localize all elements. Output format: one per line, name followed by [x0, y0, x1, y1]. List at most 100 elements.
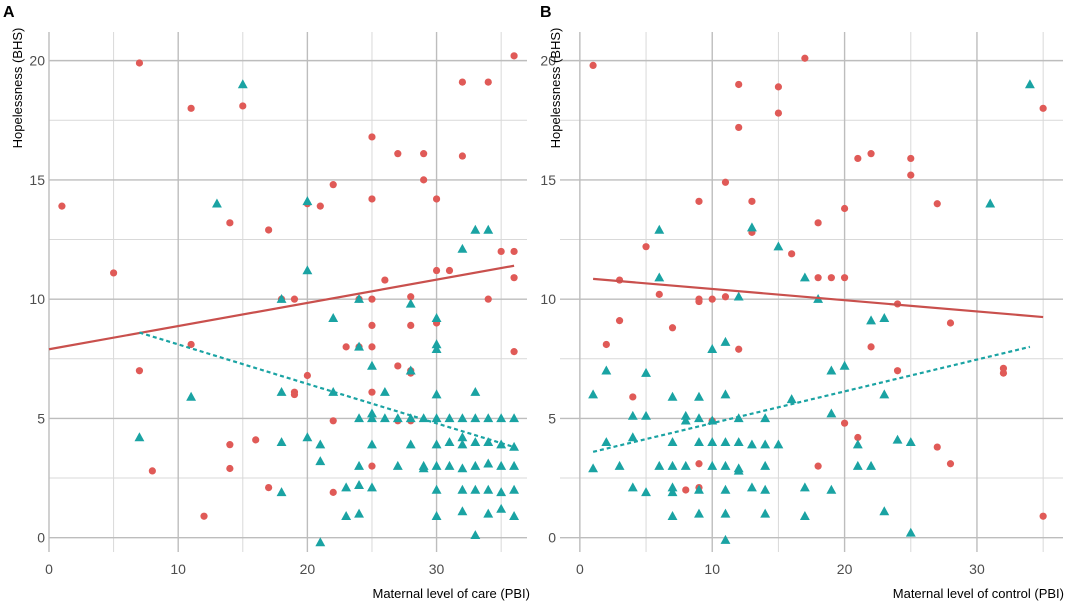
- data-point-red: [1039, 512, 1047, 520]
- data-point-teal: [354, 413, 364, 423]
- data-point-red: [774, 109, 783, 117]
- data-point-teal: [483, 508, 494, 518]
- data-point-red: [867, 150, 875, 158]
- data-point-teal: [276, 293, 287, 303]
- y-tick-label: 0: [37, 530, 45, 546]
- data-point-teal: [667, 482, 678, 492]
- x-tick-label: 0: [45, 561, 53, 577]
- data-point-red: [827, 274, 835, 282]
- data-point-teal: [186, 391, 197, 401]
- data-point-teal: [457, 439, 468, 449]
- data-point-red: [695, 460, 703, 468]
- data-point-teal: [418, 413, 429, 423]
- data-point-red: [668, 324, 677, 332]
- x-tick-label: 0: [576, 561, 584, 577]
- data-point-teal: [760, 508, 771, 518]
- panel-label-b: B: [540, 4, 552, 21]
- data-point-red: [840, 204, 849, 213]
- grid-a: [48, 32, 527, 552]
- data-point-teal: [367, 408, 377, 418]
- data-point-teal: [720, 389, 731, 399]
- data-point-red: [290, 390, 299, 399]
- data-point-red: [407, 293, 415, 301]
- data-point-teal: [720, 460, 731, 470]
- data-point-teal: [431, 339, 442, 349]
- panel-a: A 0 10 20 30 0 5 10 15 20 Maternal level of car…: [3, 4, 530, 601]
- data-point-teal: [405, 439, 416, 449]
- data-point-red: [814, 274, 822, 282]
- data-point-teal: [601, 437, 612, 447]
- y-axis-title-b: Hopelessness (BHS): [548, 28, 563, 149]
- data-point-red: [432, 266, 441, 275]
- data-point-teal: [707, 344, 718, 353]
- y-tick-label: 15: [29, 172, 45, 188]
- data-point-red: [933, 200, 941, 208]
- data-point-teal: [341, 482, 352, 492]
- data-point-teal: [627, 482, 638, 492]
- data-point-teal: [276, 487, 287, 497]
- data-point-red: [735, 123, 743, 132]
- data-point-red: [510, 247, 518, 256]
- data-point-teal: [354, 508, 364, 518]
- data-point-teal: [892, 434, 903, 444]
- data-point-red: [303, 371, 311, 380]
- data-point-teal: [354, 341, 364, 351]
- panel-label-a: A: [3, 4, 15, 21]
- data-point-red: [867, 343, 875, 351]
- data-point-teal: [405, 365, 416, 375]
- data-point-teal: [470, 437, 481, 447]
- data-point-red: [368, 462, 376, 470]
- data-point-red: [226, 441, 234, 449]
- data-point-teal: [134, 432, 145, 442]
- data-point-teal: [483, 224, 494, 234]
- data-point-red: [368, 321, 376, 329]
- data-point-red: [629, 393, 637, 401]
- data-point-teal: [276, 437, 287, 447]
- y-axis-title-a: Hopelessness (BHS): [10, 28, 25, 149]
- data-point-red: [407, 321, 415, 329]
- red-fit-line: [592, 277, 1044, 319]
- data-point-red: [329, 417, 337, 425]
- data-point-teal: [457, 413, 468, 423]
- data-point-teal: [444, 460, 455, 470]
- data-point-teal: [470, 484, 481, 494]
- data-point-red: [432, 195, 441, 203]
- data-point-teal: [444, 437, 455, 447]
- data-point-teal: [457, 432, 468, 442]
- data-point-teal: [496, 460, 507, 470]
- data-point-red: [226, 219, 234, 227]
- data-point-teal: [680, 410, 691, 420]
- data-point-teal: [746, 482, 757, 492]
- data-point-teal: [431, 344, 442, 353]
- data-point-teal: [392, 460, 403, 470]
- panel-b: B 0 10 20 30 0 5 10 15 20 Maternal level of con…: [540, 4, 1064, 601]
- data-point-teal: [866, 315, 877, 325]
- data-point-teal: [276, 386, 287, 396]
- data-point-teal: [379, 386, 390, 396]
- data-point-teal: [667, 437, 678, 447]
- data-point-teal: [601, 365, 612, 375]
- data-point-teal: [760, 460, 771, 470]
- data-point-red: [252, 436, 260, 444]
- data-point-teal: [654, 224, 665, 234]
- data-point-teal: [509, 460, 520, 470]
- data-point-teal: [746, 222, 757, 232]
- data-point-teal: [431, 439, 442, 449]
- data-point-red: [445, 266, 454, 275]
- data-point-teal: [720, 484, 731, 494]
- data-point-teal: [496, 413, 507, 423]
- data-point-teal: [627, 410, 638, 420]
- data-point-teal: [496, 503, 507, 513]
- data-point-red: [589, 61, 597, 69]
- data-point-red: [854, 433, 862, 442]
- data-point-teal: [627, 432, 638, 442]
- data-point-teal: [470, 386, 481, 396]
- data-point-red: [135, 367, 144, 375]
- data-point-red: [368, 295, 376, 303]
- data-point-teal: [315, 537, 326, 547]
- data-point-teal: [826, 408, 837, 418]
- data-point-teal: [302, 265, 313, 275]
- data-point-teal: [212, 198, 222, 208]
- data-point-teal: [866, 460, 877, 470]
- data-point-teal: [509, 413, 520, 423]
